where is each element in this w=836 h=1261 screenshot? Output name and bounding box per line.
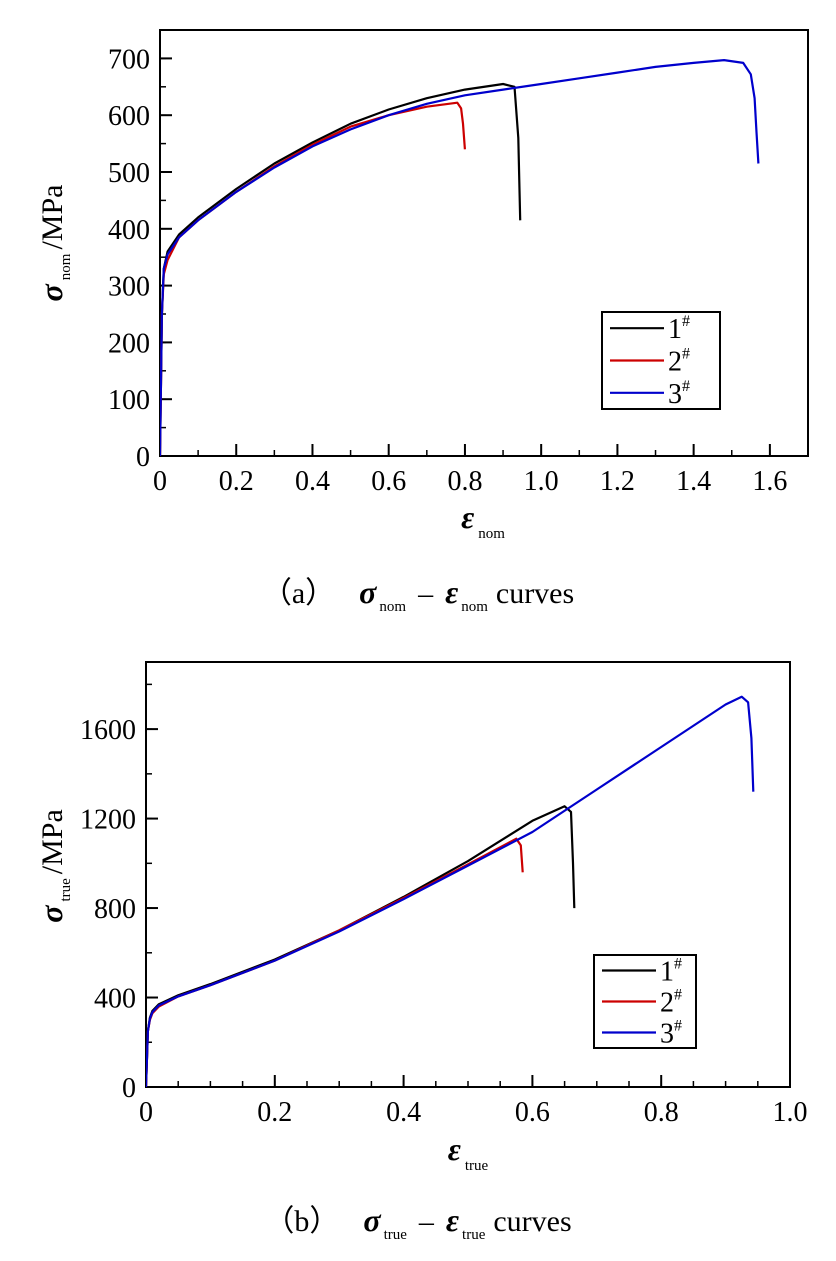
y-tick-label: 0 xyxy=(122,1073,136,1104)
legend-label: 3 xyxy=(668,379,682,410)
legend-label: 1 xyxy=(660,957,674,988)
legend-label: 1 xyxy=(668,314,682,345)
legend: 1#2#3# xyxy=(601,311,721,410)
chart-caption: （a） σ nom – ε nom curves xyxy=(262,574,574,615)
legend-entry-1: 1# xyxy=(660,956,682,988)
legend-sup: # xyxy=(674,956,682,973)
y-tick-label: 0 xyxy=(136,442,150,473)
x-axis-symbol: ε xyxy=(448,1131,461,1167)
y-tick-label: 200 xyxy=(108,328,150,359)
chart-nominal: 0 0.2 0.4 0.6 0.8 1.0 1.2 1.4 1.6 0 100 200 300 400 50… xyxy=(33,29,809,615)
legend-entry-1: 1# xyxy=(668,313,690,345)
x-axis-symbol: ε xyxy=(461,499,474,535)
legend-sup: # xyxy=(682,378,690,395)
x-tick-label: 0.6 xyxy=(515,1097,550,1128)
series-line-1 xyxy=(146,805,576,1087)
y-tick-label: 400 xyxy=(94,984,136,1015)
caption-suffix: curves xyxy=(493,1205,571,1238)
chart-caption: （b） σ true – ε true curves xyxy=(264,1202,571,1243)
series-group xyxy=(146,695,755,1087)
caption-sym1: σ xyxy=(363,1202,381,1238)
y-axis-sub: nom xyxy=(58,253,74,280)
x-tick-label: 0.8 xyxy=(644,1097,679,1128)
legend-entry-3: 3# xyxy=(660,1018,682,1050)
caption-sub1: nom xyxy=(379,599,406,615)
caption-prefix: （b） xyxy=(264,1205,339,1238)
x-tick-label: 0.4 xyxy=(295,466,330,497)
legend-entry-3: 3# xyxy=(668,378,690,410)
y-axis-symbol: σ xyxy=(33,905,69,923)
plot-frame xyxy=(159,29,809,457)
series-line-2 xyxy=(146,837,524,1087)
x-tick-label: 1.6 xyxy=(752,466,787,497)
series-line-3 xyxy=(160,58,760,456)
caption-sym2: ε xyxy=(445,574,458,610)
legend-label: 2 xyxy=(660,988,674,1019)
y-tick-label: 1200 xyxy=(80,805,136,836)
y-tick-label: 700 xyxy=(108,44,150,75)
y-axis-unit: /MPa xyxy=(36,809,69,874)
series-line-1 xyxy=(160,82,522,456)
caption-suffix: curves xyxy=(496,577,574,610)
y-axis-sub: true xyxy=(58,878,74,902)
y-tick-label: 300 xyxy=(108,272,150,303)
x-tick-label: 1.2 xyxy=(600,466,635,497)
caption-minus: – xyxy=(417,577,434,610)
legend-sup: # xyxy=(682,313,690,330)
x-tick-label: 0.6 xyxy=(371,466,406,497)
y-tick-label: 100 xyxy=(108,385,150,416)
y-tick-label: 1600 xyxy=(80,715,136,746)
caption-minus: – xyxy=(418,1205,435,1238)
x-tick-label: 0 xyxy=(139,1097,153,1128)
x-tick-label: 0.4 xyxy=(386,1097,421,1128)
x-tick-label: 1.4 xyxy=(676,466,711,497)
caption-sym2: ε xyxy=(446,1202,459,1238)
y-axis-unit: /MPa xyxy=(36,185,69,250)
x-axis-label: ε true xyxy=(448,1131,489,1174)
x-tick-label: 0.2 xyxy=(219,466,254,497)
legend: 1#2#3# xyxy=(593,954,697,1050)
legend-entry-2: 2# xyxy=(660,987,682,1019)
caption-sym1: σ xyxy=(359,574,377,610)
y-axis-label: σ nom/MPa xyxy=(33,185,74,302)
series-line-2 xyxy=(160,101,466,456)
caption-sub2: true xyxy=(462,1227,486,1243)
y-axis-symbol: σ xyxy=(33,283,69,301)
y-tick-label: 600 xyxy=(108,101,150,132)
series-group xyxy=(160,58,760,456)
legend-entry-2: 2# xyxy=(668,346,690,378)
x-axis-label: ε nom xyxy=(461,499,505,542)
caption-prefix: （a） xyxy=(262,577,335,610)
y-axis-label: σ true/MPa xyxy=(33,809,74,923)
legend-sup: # xyxy=(682,346,690,363)
caption-sub1: true xyxy=(384,1227,408,1243)
x-axis-sub: true xyxy=(465,1158,489,1174)
legend-sup: # xyxy=(674,1018,682,1035)
legend-label: 2 xyxy=(668,347,682,378)
legend-sup: # xyxy=(674,987,682,1004)
legend-label: 3 xyxy=(660,1019,674,1050)
chart-true: 0 0.2 0.4 0.6 0.8 1.00400800120016001#2#3#σtr… xyxy=(33,661,808,1243)
y-tick-label: 400 xyxy=(108,215,150,246)
series-line-3 xyxy=(146,695,755,1087)
x-tick-label: 0 xyxy=(153,466,167,497)
y-tick-label: 500 xyxy=(108,158,150,189)
x-tick-label: 1.0 xyxy=(524,466,559,497)
caption-sub2: nom xyxy=(461,599,488,615)
x-tick-label: 0.8 xyxy=(447,466,482,497)
x-tick-label: 0.2 xyxy=(257,1097,292,1128)
x-tick-label: 1.0 xyxy=(773,1097,808,1128)
x-axis-sub: nom xyxy=(478,526,505,542)
y-tick-label: 800 xyxy=(94,894,136,925)
